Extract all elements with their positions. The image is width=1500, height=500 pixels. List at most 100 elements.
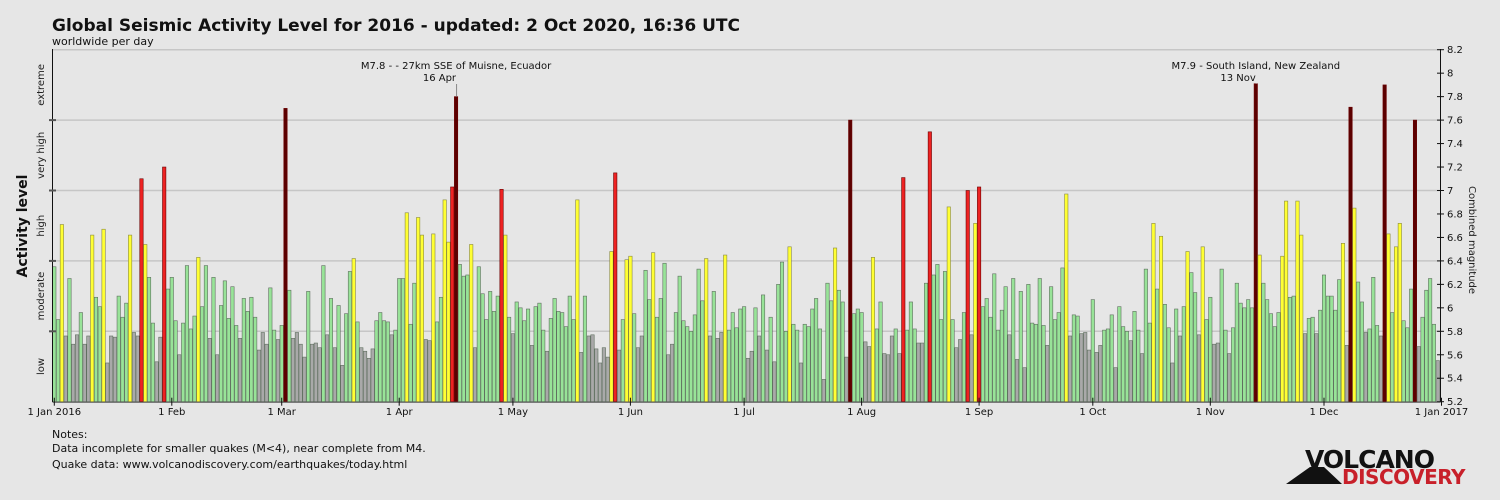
bar xyxy=(749,350,754,403)
bar xyxy=(222,280,227,403)
bar xyxy=(1231,327,1236,402)
bar xyxy=(67,278,72,402)
bar xyxy=(689,330,694,402)
date-tick-label: 1 Sep xyxy=(965,407,993,418)
annotation-date: 13 Nov xyxy=(1220,73,1256,84)
bar xyxy=(1299,234,1304,402)
bar xyxy=(715,338,720,402)
bar xyxy=(912,328,917,403)
bar xyxy=(1212,343,1217,402)
magnitude-tick-label: 7.8 xyxy=(1447,92,1463,103)
bar xyxy=(677,275,682,402)
bar xyxy=(1143,268,1148,403)
bar xyxy=(150,322,155,403)
bar xyxy=(844,356,849,403)
bar xyxy=(1219,268,1224,403)
date-tick-label: 1 Jul xyxy=(733,407,755,418)
bar xyxy=(859,312,864,403)
bar xyxy=(291,338,296,402)
bar xyxy=(814,298,819,402)
bar xyxy=(840,301,845,403)
bar xyxy=(704,258,709,403)
bar xyxy=(52,266,57,402)
bar xyxy=(1435,360,1440,402)
bar xyxy=(97,306,102,403)
bar xyxy=(272,329,277,403)
bar xyxy=(1420,316,1425,403)
bar xyxy=(1018,291,1023,403)
bar xyxy=(548,318,553,403)
bar xyxy=(563,326,568,402)
bar xyxy=(1390,312,1395,403)
bar xyxy=(203,265,208,402)
bar xyxy=(1268,313,1273,403)
date-tick-label: 1 Apr xyxy=(386,407,414,418)
bar xyxy=(385,321,390,402)
bar xyxy=(1405,327,1410,402)
bar xyxy=(1132,311,1137,402)
bar xyxy=(1079,333,1084,403)
bar xyxy=(1367,328,1372,403)
bar xyxy=(654,316,659,403)
bar xyxy=(351,258,356,403)
bar xyxy=(355,321,360,402)
bar xyxy=(821,379,826,403)
bar xyxy=(1094,352,1099,403)
notes-heading: Notes: xyxy=(52,428,87,441)
bar xyxy=(996,329,1001,403)
bar xyxy=(491,311,496,402)
bar xyxy=(1049,286,1054,403)
bar xyxy=(1124,330,1129,402)
logo-text-volcano: VOLCANO xyxy=(1305,445,1434,474)
bar xyxy=(1068,335,1073,403)
bar xyxy=(893,328,898,403)
bar xyxy=(795,329,800,403)
bar xyxy=(745,357,750,402)
bar xyxy=(188,328,193,403)
bar xyxy=(473,347,478,402)
bar xyxy=(59,224,64,403)
bar xyxy=(382,320,387,402)
bar xyxy=(1140,353,1145,402)
bar xyxy=(1162,304,1167,402)
bar xyxy=(1208,296,1213,403)
bar xyxy=(870,257,875,403)
bar xyxy=(1022,367,1027,403)
bar xyxy=(1060,267,1065,402)
bar xyxy=(620,319,625,403)
date-tick-label: 1 Jun xyxy=(618,407,643,418)
bar xyxy=(366,357,371,402)
bar xyxy=(374,320,379,402)
bar xyxy=(635,347,640,402)
bar xyxy=(454,96,459,403)
magnitude-tick-label: 5.2 xyxy=(1447,397,1463,408)
bar xyxy=(507,316,512,403)
logo-text-discovery: DISCOVERY xyxy=(1342,465,1466,489)
bar xyxy=(158,336,163,402)
bar xyxy=(632,313,637,403)
bar xyxy=(112,336,117,402)
bar xyxy=(552,298,557,402)
bar xyxy=(863,341,868,402)
bar xyxy=(1329,295,1334,403)
bar xyxy=(215,354,220,402)
bar xyxy=(1121,326,1126,402)
bar xyxy=(1409,288,1414,402)
bar xyxy=(1276,312,1281,403)
annotation-text: M7.8 - - 27km SSE of Muisne, Ecuador xyxy=(361,61,552,72)
bar xyxy=(1325,295,1330,403)
bar xyxy=(294,332,299,402)
bar xyxy=(1303,333,1308,403)
bar xyxy=(332,347,337,402)
notes-line-1: Data incomplete for smaller quakes (M<4)… xyxy=(52,442,426,455)
bar xyxy=(753,307,758,403)
bar xyxy=(1257,254,1262,403)
bar xyxy=(590,334,595,403)
bar xyxy=(886,354,891,402)
bar xyxy=(939,319,944,403)
bar xyxy=(613,172,618,402)
magnitude-tick-label: 6.8 xyxy=(1447,209,1463,220)
bar xyxy=(1083,332,1088,402)
bar xyxy=(1196,334,1201,403)
